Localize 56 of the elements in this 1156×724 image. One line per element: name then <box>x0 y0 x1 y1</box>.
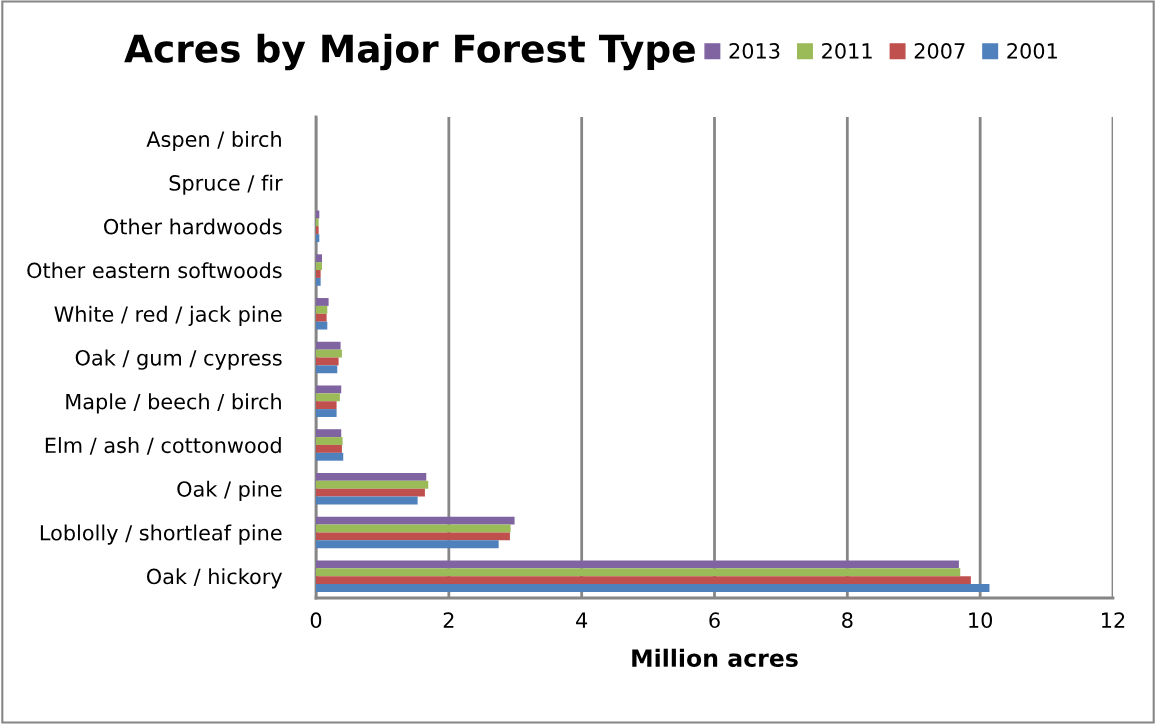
bar <box>316 393 340 402</box>
bar <box>316 218 319 227</box>
bar <box>316 321 328 330</box>
bar <box>316 452 344 461</box>
bar <box>316 234 320 243</box>
bar <box>316 254 322 263</box>
x-tick-label: 2 <box>443 612 454 628</box>
bar <box>316 277 321 286</box>
legend-label: 2011 <box>822 43 872 59</box>
bar <box>316 262 322 271</box>
bar <box>316 365 338 374</box>
y-tick-label: Elm / ash / cottonwood <box>45 437 281 455</box>
bar <box>316 532 510 541</box>
y-tick-label: Oak / gum / cypress <box>75 349 282 370</box>
y-tick-label: Oak / pine <box>177 480 282 501</box>
bar <box>316 472 427 481</box>
chart-title: Acres by Major Forest Type <box>124 33 695 71</box>
x-tick-label: 0 <box>310 612 322 629</box>
y-tick-label: Oak / hickory <box>146 568 283 589</box>
bar <box>316 488 425 497</box>
bar <box>316 270 321 278</box>
x-tick-label: 6 <box>709 612 720 629</box>
bar <box>316 576 971 585</box>
y-tick-label: Maple / beech / birch <box>66 393 281 414</box>
y-tick-label: Other hardwoods <box>104 218 282 235</box>
y-tick-label: Spruce / fir <box>169 174 283 195</box>
bar <box>316 480 429 489</box>
bar <box>316 401 337 410</box>
legend-label: 2001 <box>1007 43 1057 59</box>
legend-label: 2013 <box>729 43 780 59</box>
bar <box>316 409 337 417</box>
bar <box>316 357 339 366</box>
x-tick-label: 4 <box>576 612 588 628</box>
y-tick-label: Loblolly / shortleaf pine <box>40 524 282 545</box>
bar <box>316 305 328 314</box>
bar <box>316 516 515 525</box>
bar <box>316 444 342 453</box>
bar <box>316 341 341 350</box>
legend-label: 2007 <box>914 43 965 59</box>
bar <box>316 226 319 235</box>
bar <box>316 568 961 577</box>
bar <box>316 560 959 569</box>
bar <box>316 298 329 306</box>
y-tick-label: Other eastern softwoods <box>27 262 282 279</box>
x-tick-label: 8 <box>842 612 853 629</box>
bar <box>316 540 499 549</box>
y-tick-label: Aspen / birch <box>146 130 281 152</box>
bar <box>316 584 990 592</box>
bar <box>316 385 342 394</box>
x-tick-label: 10 <box>969 612 993 629</box>
bar <box>316 313 327 322</box>
y-tick-label: White / red / jack pine <box>54 305 282 327</box>
x-axis-title: Million acres <box>632 648 798 667</box>
bar <box>316 429 342 438</box>
bar <box>316 437 343 445</box>
x-tick-label: 12 <box>1102 612 1125 628</box>
